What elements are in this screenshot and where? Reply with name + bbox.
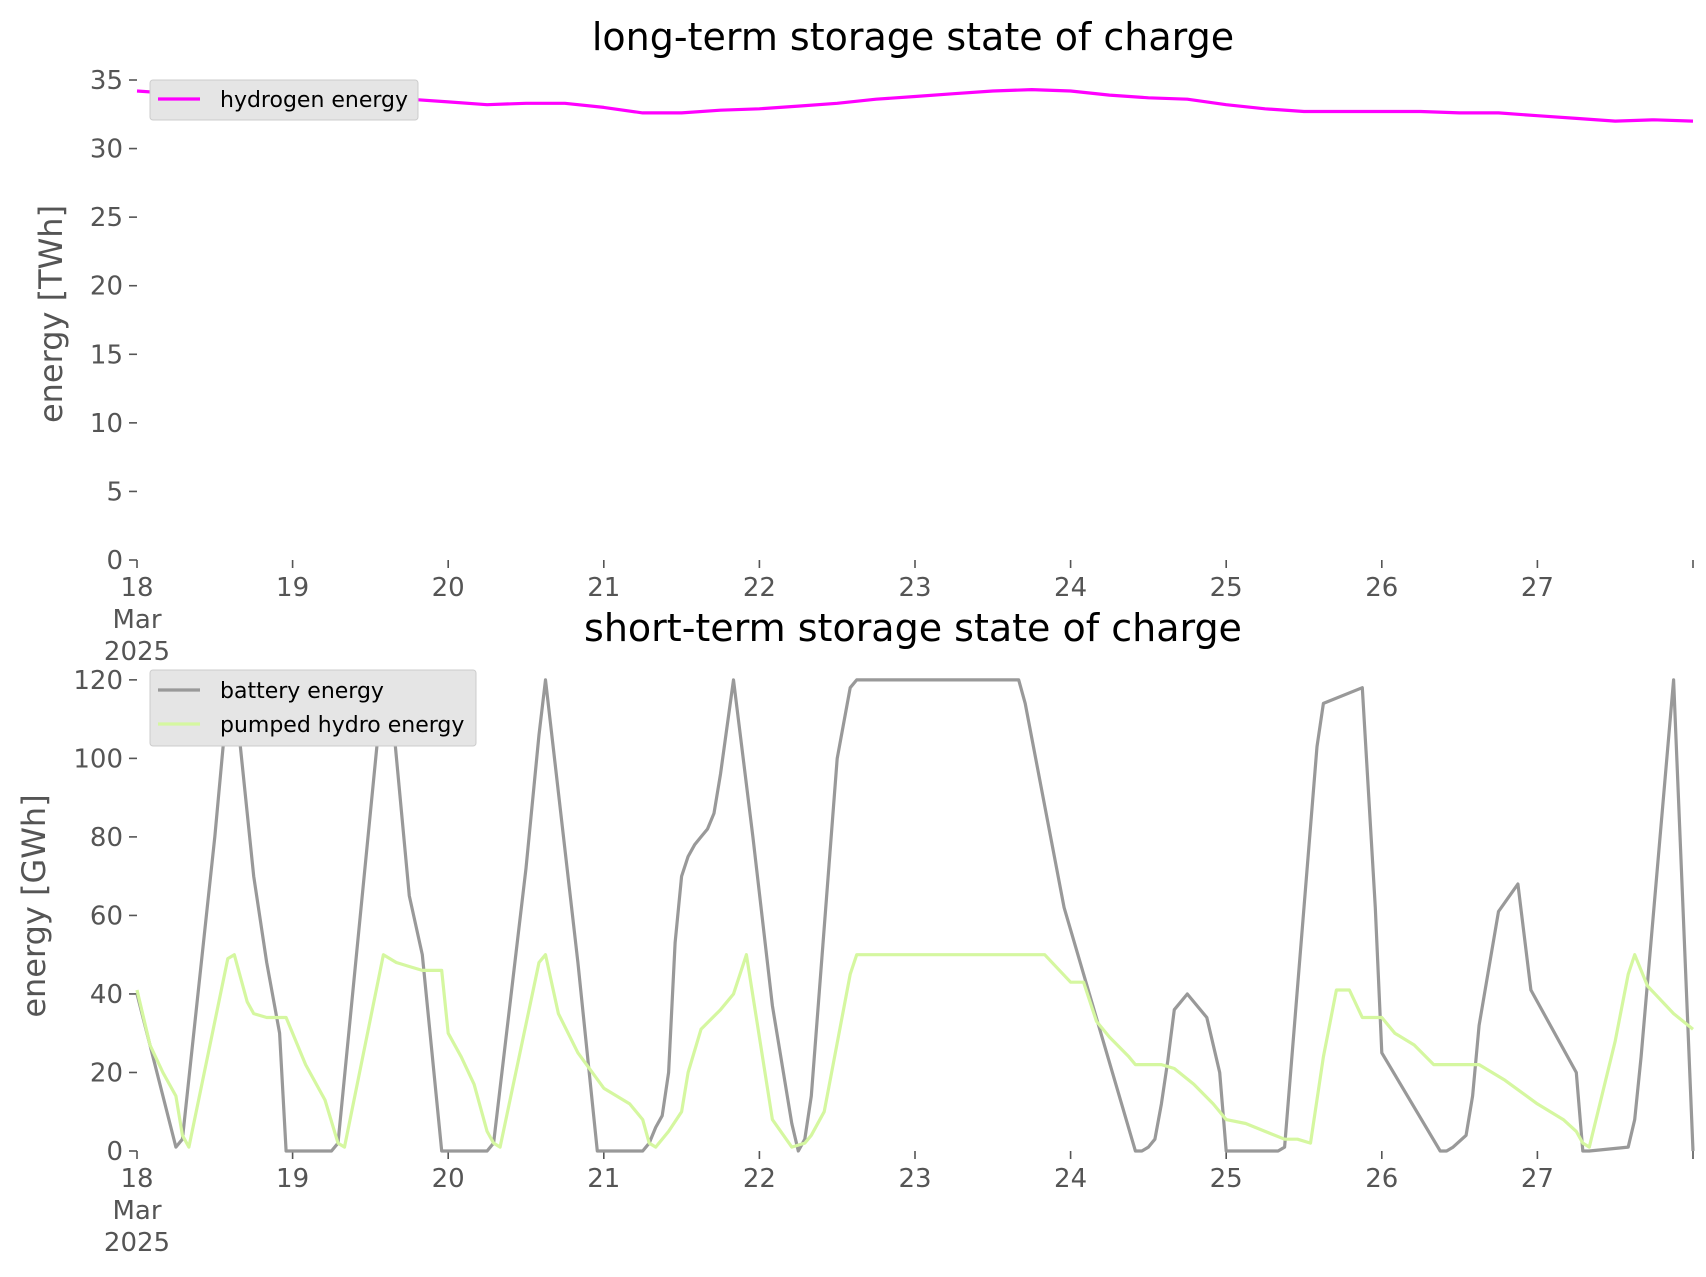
legend-box [149, 669, 477, 747]
x-tick-label: 25 [1210, 1164, 1243, 1194]
x-tick-label: 22 [743, 1164, 776, 1194]
x-tick-label: 21 [587, 573, 620, 603]
y-tick-label: 15 [90, 340, 123, 370]
y-axis-label: energy [GWh] [15, 794, 53, 1017]
x-tick-label: 19 [276, 1164, 309, 1194]
chart-title: short-term storage state of charge [584, 606, 1242, 650]
series-line-battery-energy [135, 678, 1695, 1153]
legend-box [149, 79, 419, 121]
x-tick-label: 27 [1521, 573, 1554, 603]
x-tick-label: 22 [743, 573, 776, 603]
y-tick-label: 20 [90, 272, 123, 302]
legend-label: battery energy [220, 679, 384, 704]
legend: battery energy pumped hydro energy [149, 669, 477, 747]
y-tick-label: 5 [106, 477, 123, 507]
y-tick-label: 30 [90, 135, 123, 165]
x-tick-label: 25 [1210, 573, 1243, 603]
x-tick-label: 18 [120, 573, 153, 603]
x-tick-label: 19 [276, 573, 309, 603]
y-tick-label: 10 [90, 409, 123, 439]
x-tick-label: 24 [1054, 1164, 1087, 1194]
y-tick-label: 20 [90, 1058, 123, 1088]
short-term-storage-chart: short-term storage state of charge energ… [15, 606, 1695, 1258]
x-tick-label: 27 [1521, 1164, 1554, 1194]
x-tick-label: 26 [1365, 573, 1398, 603]
x-tick-label: 26 [1365, 1164, 1398, 1194]
y-tick-label: 0 [106, 546, 123, 576]
y-tick-label: 25 [90, 203, 123, 233]
x-tick-label: 23 [898, 1164, 931, 1194]
x-tick-label: 18 [120, 1164, 153, 1194]
legend: hydrogen energy [149, 79, 419, 121]
series-line-pumped-hydro-energy [135, 953, 1695, 1149]
y-tick-label: 0 [106, 1137, 123, 1167]
x-tick-label: 2025 [104, 637, 170, 667]
x-tick-label: 21 [587, 1164, 620, 1194]
x-tick-label: 2025 [104, 1228, 170, 1258]
legend-label: hydrogen energy [220, 88, 408, 113]
legend-label: pumped hydro energy [220, 713, 464, 738]
x-tick-label: 23 [898, 573, 931, 603]
y-axis-label: energy [TWh] [32, 205, 70, 423]
y-tick-label: 120 [73, 666, 123, 696]
y-tick-label: 35 [90, 66, 123, 96]
x-tick-label: 24 [1054, 573, 1087, 603]
y-tick-label: 80 [90, 823, 123, 853]
x-tick-label: Mar [112, 1196, 161, 1226]
x-tick-label: 20 [432, 573, 465, 603]
long-term-storage-chart: long-term storage state of charge energy… [32, 15, 1694, 667]
y-tick-label: 60 [90, 901, 123, 931]
chart-title: long-term storage state of charge [592, 15, 1234, 59]
x-tick-label: 20 [432, 1164, 465, 1194]
y-tick-label: 100 [73, 744, 123, 774]
y-tick-label: 40 [90, 980, 123, 1010]
x-tick-label: Mar [112, 605, 161, 635]
